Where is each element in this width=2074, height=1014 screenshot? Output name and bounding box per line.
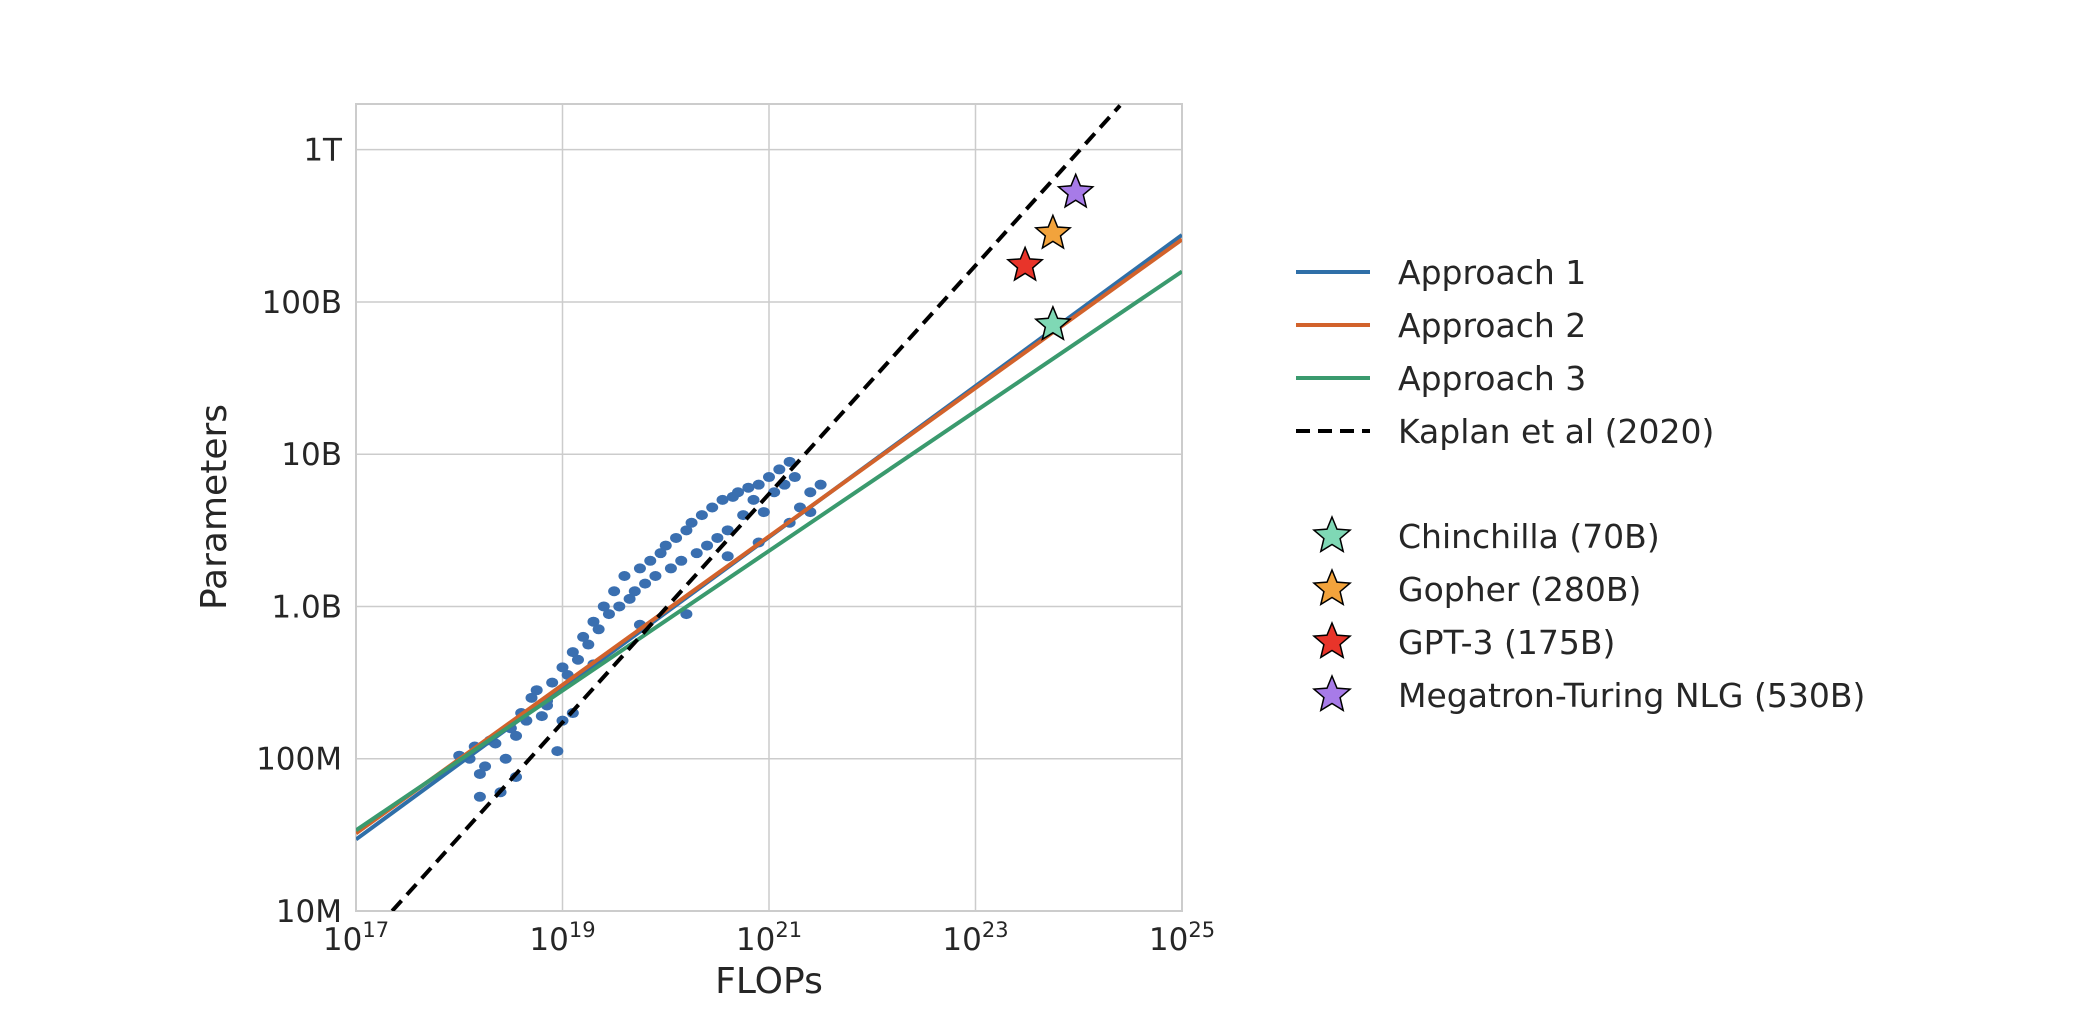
legend-star-swatch xyxy=(1312,515,1352,553)
scatter-point xyxy=(597,601,610,612)
model-star-marker xyxy=(1033,213,1073,250)
y-tick-label: 10B xyxy=(281,437,342,473)
scatter-point xyxy=(814,479,827,490)
scatter-point xyxy=(551,746,564,757)
scatter-point xyxy=(649,571,662,582)
scatter-point xyxy=(783,456,796,467)
scatter-point xyxy=(613,601,626,612)
x-ticks: 1017 1019 1021 1023 1025 xyxy=(323,918,1215,958)
scatter-point xyxy=(747,494,760,505)
scatter-point xyxy=(633,563,646,574)
series-line xyxy=(390,104,1122,911)
scatter-point xyxy=(587,616,600,627)
scatter-point xyxy=(716,494,729,505)
x-tick-label: 1019 xyxy=(529,918,595,958)
plot-frame xyxy=(355,103,1183,912)
scatter-point xyxy=(685,517,698,528)
model-star-marker xyxy=(1006,245,1045,282)
legend-star-swatch xyxy=(1312,621,1352,659)
scatter-point xyxy=(721,525,734,536)
scatter-point xyxy=(763,472,775,483)
scatter-point xyxy=(525,692,538,703)
scatter-point xyxy=(664,563,677,574)
grid xyxy=(355,104,1183,912)
scatter-point xyxy=(623,593,636,604)
scatter-point xyxy=(510,730,523,741)
scatter-point xyxy=(732,487,745,498)
scatter-point xyxy=(680,525,693,536)
legend: Approach 1 Approach 2 Approach 3 Kaplan et … xyxy=(1296,253,1865,715)
scatter-point xyxy=(680,609,693,620)
series-line xyxy=(356,269,1182,832)
scatter-point xyxy=(675,555,688,566)
y-tick-label: 100B xyxy=(262,285,342,321)
legend-star-swatch xyxy=(1312,568,1352,606)
scatter-point xyxy=(530,685,543,696)
scatter-point xyxy=(773,464,786,475)
scatter-point xyxy=(757,507,770,518)
scatter-point xyxy=(690,548,703,559)
y-tick-label: 100M xyxy=(256,742,342,778)
scatter-point xyxy=(804,487,817,498)
legend-label: Approach 3 xyxy=(1398,359,1586,398)
x-tick-label: 1017 xyxy=(323,918,389,958)
scatter-point xyxy=(644,555,657,566)
legend-label: Approach 1 xyxy=(1398,253,1586,292)
y-tick-label: 10M xyxy=(276,894,342,930)
legend-label: Megatron-Turing NLG (530B) xyxy=(1398,676,1865,715)
stars-layer xyxy=(1006,172,1095,341)
x-tick-label: 1021 xyxy=(736,918,802,958)
scatter-point xyxy=(499,753,512,764)
legend-star-swatch xyxy=(1312,674,1352,712)
scatter-point xyxy=(788,472,801,483)
scatter-point xyxy=(706,502,719,513)
x-tick-label: 1023 xyxy=(942,918,1008,958)
y-tick-label: 1T xyxy=(303,133,343,169)
y-ticks: 10M 100M 1.0B 10B 100B 1T xyxy=(256,133,343,930)
y-axis-title: Parameters xyxy=(194,404,235,610)
scatter-point xyxy=(628,586,641,597)
scatter-point xyxy=(695,510,708,521)
scatter-point xyxy=(670,532,683,543)
scatter-point xyxy=(556,662,569,673)
legend-label: Approach 2 xyxy=(1398,306,1586,345)
scatter-point xyxy=(659,540,672,551)
scatter-point xyxy=(546,677,559,688)
scatter-point xyxy=(618,571,631,582)
legend-label: Gopher (280B) xyxy=(1398,570,1641,609)
scatter-point xyxy=(535,711,548,722)
scatter-point xyxy=(768,487,781,498)
scatter-point xyxy=(577,631,590,642)
scatter-point xyxy=(479,761,492,772)
scatter-point xyxy=(473,791,486,802)
scatter-point xyxy=(571,654,584,665)
model-star-marker xyxy=(1033,304,1072,341)
x-tick-label: 1025 xyxy=(1149,918,1215,958)
scatter-point xyxy=(473,768,486,779)
scatter-point xyxy=(592,624,605,635)
model-star-marker xyxy=(1056,172,1095,209)
legend-label: Kaplan et al (2020) xyxy=(1398,412,1714,451)
y-tick-label: 1.0B xyxy=(271,589,342,625)
scatter-point xyxy=(654,548,667,559)
scatter-point xyxy=(711,532,724,543)
scatter-point xyxy=(752,479,765,490)
scatter-point xyxy=(701,540,714,551)
scatter-point xyxy=(602,609,615,620)
scatter-point xyxy=(582,639,595,650)
x-axis-title: FLOPs xyxy=(715,961,823,1002)
scatter-point xyxy=(608,586,621,597)
scatter-point xyxy=(566,647,579,658)
scatter-point xyxy=(721,551,734,562)
legend-label: Chinchilla (70B) xyxy=(1398,517,1660,556)
scatter-point xyxy=(639,578,652,589)
legend-label: GPT-3 (175B) xyxy=(1398,623,1615,662)
scatter-point xyxy=(742,482,755,493)
